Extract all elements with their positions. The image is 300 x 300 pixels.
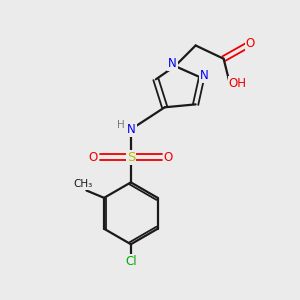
Text: O: O — [164, 151, 173, 164]
Text: CH₃: CH₃ — [74, 179, 93, 189]
Text: N: N — [128, 124, 136, 136]
Text: OH: OH — [229, 77, 247, 90]
Text: H: H — [117, 120, 124, 130]
Text: S: S — [127, 151, 135, 164]
Text: N: N — [168, 57, 177, 70]
Text: O: O — [89, 151, 98, 164]
Text: O: O — [245, 38, 255, 50]
Text: Cl: Cl — [125, 255, 137, 268]
Text: N: N — [200, 69, 209, 82]
